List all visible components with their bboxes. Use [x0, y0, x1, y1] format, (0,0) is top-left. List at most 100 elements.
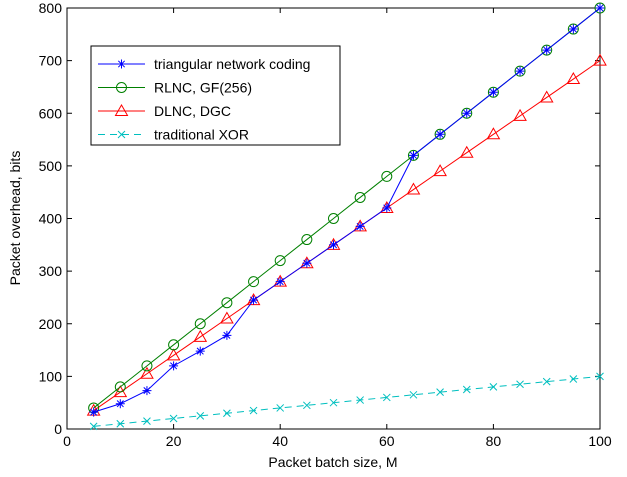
data-point — [406, 182, 421, 195]
x-axis-label: Packet batch size, M — [268, 454, 397, 470]
data-point — [302, 258, 312, 268]
data-point — [329, 398, 338, 407]
data-point — [223, 409, 231, 418]
data-point — [194, 318, 206, 330]
data-point — [140, 366, 154, 379]
x-tick-label: 100 — [588, 433, 612, 449]
data-point — [274, 255, 286, 267]
y-tick-label: 600 — [39, 105, 63, 121]
data-point — [489, 383, 498, 391]
data-point — [195, 346, 205, 356]
data-point — [486, 127, 501, 140]
data-point — [487, 86, 499, 98]
y-tick-label: 200 — [39, 316, 63, 332]
legend-marker — [117, 59, 126, 69]
data-point — [249, 295, 259, 305]
data-point — [302, 401, 311, 410]
data-point — [462, 385, 471, 394]
series-traditional-xor — [89, 372, 604, 431]
data-point — [408, 150, 418, 160]
legend-label: triangular network coding — [154, 56, 310, 72]
axis-ticks: 0 20 40 60 80 100 0 100 200 300 400 500 600 700 800 — [39, 0, 612, 449]
data-point — [356, 396, 365, 404]
data-point — [407, 149, 419, 161]
legend-marker — [116, 82, 127, 93]
data-point — [539, 90, 554, 103]
data-point — [222, 330, 232, 340]
data-point — [220, 311, 234, 324]
data-point — [382, 203, 392, 213]
data-point — [329, 240, 338, 250]
y-tick-label: 700 — [39, 53, 63, 69]
data-point — [434, 128, 446, 140]
data-point — [116, 419, 125, 428]
data-point — [513, 108, 527, 121]
data-point — [569, 375, 578, 383]
data-point — [142, 386, 152, 396]
data-point — [89, 422, 98, 431]
legend-entry: RLNC, GF(256) — [98, 80, 252, 96]
series-layer — [86, 2, 607, 431]
legend-entry: traditional XOR — [98, 127, 249, 143]
data-point — [382, 393, 391, 402]
data-point — [462, 108, 472, 118]
data-point — [193, 329, 208, 342]
data-point — [542, 45, 552, 55]
legend-entry: DLNC, DGC — [98, 103, 231, 119]
legend-box — [90, 45, 341, 146]
data-point — [596, 372, 604, 381]
data-point — [169, 361, 179, 371]
data-point — [435, 129, 445, 139]
data-point — [168, 339, 180, 351]
legend-label: DLNC, DGC — [154, 103, 231, 119]
y-tick-label: 800 — [39, 0, 63, 16]
data-point — [114, 381, 126, 393]
x-tick-label: 20 — [166, 433, 182, 449]
y-tick-label: 0 — [54, 421, 62, 437]
data-point — [595, 3, 605, 13]
series-line — [93, 375, 601, 427]
data-point — [166, 348, 181, 361]
data-point — [459, 145, 474, 158]
data-point — [488, 87, 498, 97]
legend-marker — [114, 103, 129, 116]
data-point — [301, 234, 313, 246]
legend-marker — [117, 130, 126, 139]
data-point — [249, 406, 258, 415]
data-point — [514, 65, 526, 77]
data-point — [355, 221, 365, 231]
data-point — [221, 297, 233, 309]
x-tick-label: 80 — [486, 433, 502, 449]
x-tick-label: 60 — [379, 433, 395, 449]
data-point — [115, 399, 125, 409]
data-point — [566, 72, 581, 85]
data-point — [328, 213, 339, 224]
legend: triangular network coding RLNC, GF(256) DL… — [90, 45, 341, 146]
data-point — [409, 390, 418, 399]
data-point — [461, 107, 473, 119]
data-point — [143, 417, 151, 425]
data-point — [436, 388, 444, 397]
data-point — [276, 404, 285, 412]
y-tick-label: 400 — [39, 211, 63, 227]
y-tick-label: 100 — [39, 368, 63, 384]
data-point — [354, 191, 366, 203]
data-point — [275, 277, 285, 287]
data-point — [542, 377, 551, 386]
legend-label: RLNC, GF(256) — [154, 80, 252, 96]
data-point — [516, 380, 524, 389]
data-point — [433, 164, 447, 177]
series-triangular-network-coding — [89, 3, 605, 417]
data-point — [196, 411, 205, 420]
data-point — [594, 2, 606, 14]
series-line — [93, 7, 601, 413]
data-point — [169, 414, 178, 423]
data-point — [568, 24, 578, 34]
data-point — [89, 407, 99, 417]
x-tick-label: 40 — [272, 433, 288, 449]
x-tick-label: 0 — [63, 433, 71, 449]
y-axis-label: Packet overhead, bits — [7, 151, 23, 286]
data-point — [381, 170, 393, 182]
